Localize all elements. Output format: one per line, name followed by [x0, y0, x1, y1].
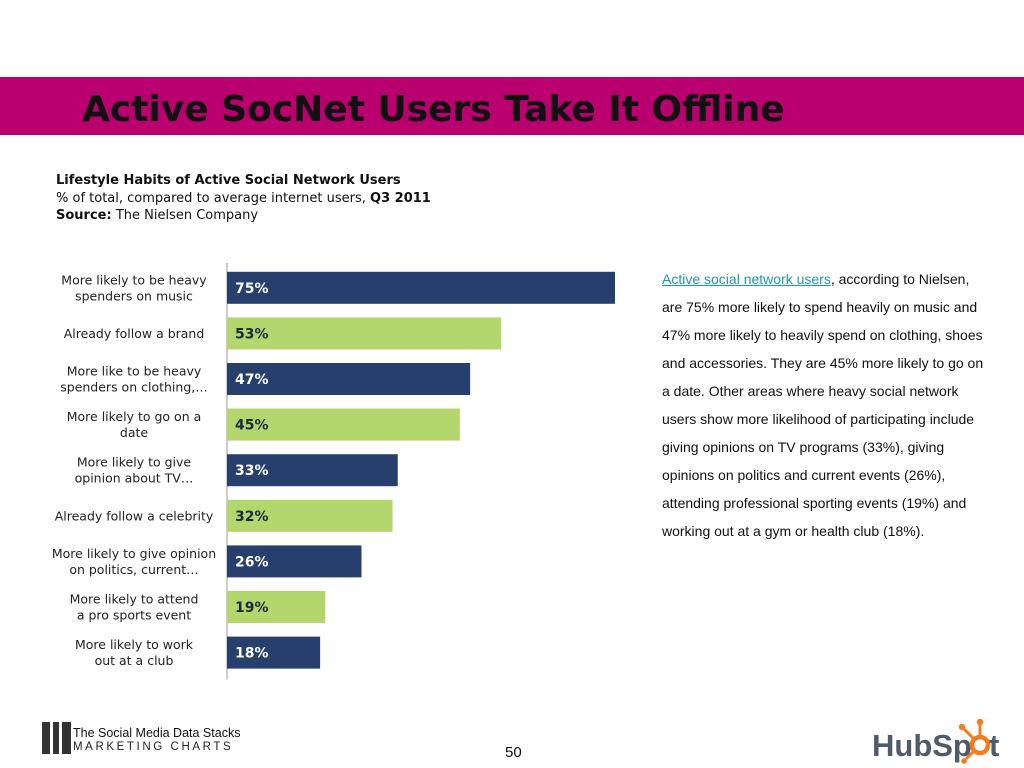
hubspot-logo-text: HubSp [872, 728, 972, 763]
hubspot-logo-text-t: t [989, 728, 999, 763]
category-label: on politics, current… [69, 562, 198, 577]
bar-value-label: 53% [235, 326, 269, 342]
side-body-text: , according to Nielsen, are 75% more lik… [662, 271, 984, 539]
logo-line-1: The Social Media Data Stacks [73, 726, 241, 740]
category-label: out at a club [95, 653, 174, 668]
category-label: More likely to be heavy [61, 272, 207, 287]
bar [227, 408, 460, 441]
chart-subtitle: % of total, compared to average internet… [56, 190, 431, 206]
category-label: spenders on clothing,… [60, 380, 207, 395]
category-label: a pro sports event [77, 608, 191, 623]
category-label: More like to be heavy [67, 364, 202, 379]
bar-value-label: 19% [235, 600, 269, 616]
category-label: More likely to give [77, 455, 192, 470]
bar-value-label: 75% [235, 281, 269, 297]
active-users-link[interactable]: Active social network users [662, 271, 831, 287]
category-label: More likely to attend [70, 592, 199, 607]
hubspot-logo: HubSp t [872, 718, 999, 764]
category-label: More likely to work [75, 637, 194, 652]
category-label: Already follow a brand [64, 326, 205, 341]
bar [227, 591, 326, 623]
page-number: 50 [505, 744, 522, 761]
bar [227, 454, 398, 487]
logo-line-2: MARKETING CHARTS [73, 741, 234, 753]
chart-title: Lifestyle Habits of Active Social Networ… [56, 173, 401, 188]
bar-value-label: 32% [235, 509, 269, 525]
category-label: More likely to go on a [67, 409, 202, 424]
bar [227, 545, 362, 578]
bar [227, 499, 393, 532]
data-stacks-logo-icon [42, 722, 72, 754]
category-label: date [120, 425, 148, 440]
bar-value-label: 45% [235, 418, 269, 434]
side-description: Active social network users, according t… [662, 265, 992, 545]
bar-value-label: 18% [235, 646, 269, 662]
category-label: Already follow a celebrity [55, 508, 214, 523]
bar [227, 271, 615, 304]
hubspot-sprocket-icon [958, 718, 991, 764]
bar [227, 317, 502, 350]
chart-heading: Lifestyle Habits of Active Social Networ… [56, 172, 431, 225]
bar [227, 636, 321, 669]
bar-value-label: 26% [235, 554, 269, 570]
bar-value-label: 47% [235, 372, 269, 388]
category-label: More likely to give opinion [52, 546, 216, 561]
bar [227, 363, 471, 395]
slide-title: Active SocNet Users Take It Offline [82, 89, 785, 130]
category-label: opinion about TV… [75, 471, 194, 486]
category-label: spenders on music [75, 288, 193, 303]
bar-value-label: 33% [235, 463, 269, 479]
chart-source: Source: The Nielsen Company [56, 208, 259, 223]
title-band [0, 77, 1024, 135]
